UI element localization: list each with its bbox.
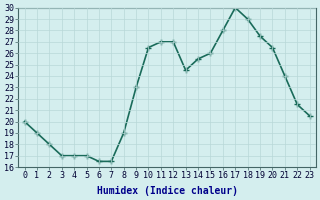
X-axis label: Humidex (Indice chaleur): Humidex (Indice chaleur) [97, 186, 237, 196]
